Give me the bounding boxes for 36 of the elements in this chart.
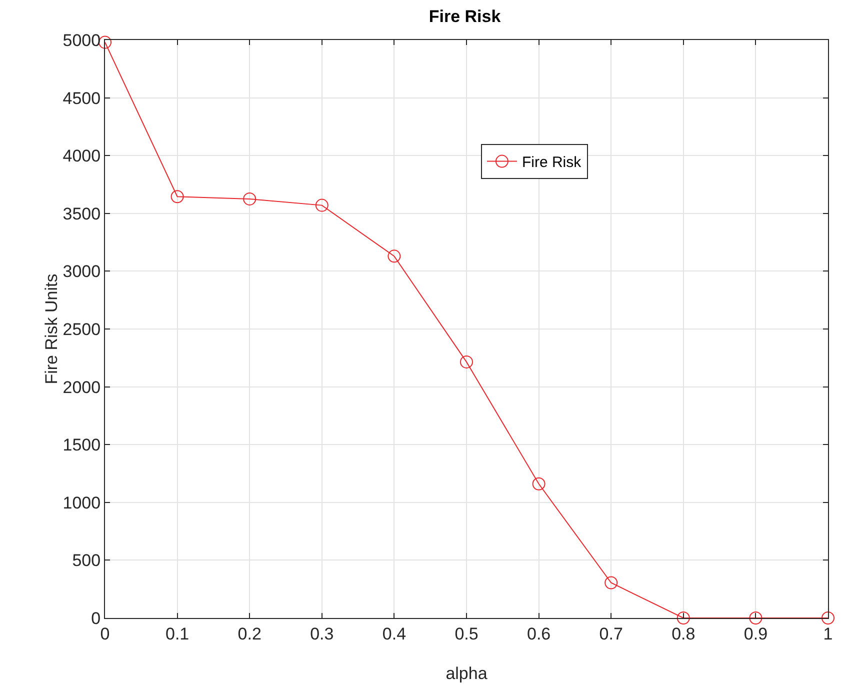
point [243, 192, 256, 206]
y-tick-label: 2000 [62, 378, 101, 397]
chart-title: Fire Risk [428, 7, 502, 26]
y-tick-label: 5000 [62, 30, 101, 50]
x-axis-title: alpha [446, 664, 488, 683]
point [532, 477, 546, 490]
x-tick-label: 0.5 [454, 624, 478, 644]
x-tick-label: 0.1 [165, 624, 190, 644]
x-tick-label: 0.8 [672, 624, 696, 644]
point [170, 190, 184, 204]
point [604, 576, 618, 590]
y-tick-label: 4500 [62, 88, 101, 108]
y-tick-label: 1500 [62, 436, 101, 455]
x-tick-label: 0.2 [238, 624, 262, 644]
y-tick-label: 4000 [62, 146, 101, 166]
x-tick-label: 0.6 [526, 624, 551, 644]
x-tick-label: 0.9 [744, 624, 768, 644]
point [822, 612, 834, 624]
point [749, 612, 762, 624]
y-tick-label: 3000 [62, 262, 101, 282]
y-tick-label: 500 [72, 551, 101, 570]
point [98, 36, 112, 49]
point [315, 198, 328, 212]
x-tick-label: 1 [823, 624, 833, 644]
y-tick-label: 2500 [62, 320, 101, 339]
x-tick-label: 0.4 [382, 624, 406, 644]
y-tick-label: 1000 [62, 493, 101, 512]
x-tick-label: 0.7 [599, 624, 623, 644]
point [388, 250, 401, 263]
y-tick-label: 0 [91, 608, 101, 628]
y-axis-title: Fire Risk Units [42, 274, 61, 384]
x-tick-label: 0.3 [310, 624, 334, 644]
point [676, 612, 690, 624]
point [460, 355, 473, 368]
legend-label: Fire Risk [522, 154, 582, 172]
y-tick-label: 3500 [62, 204, 101, 224]
